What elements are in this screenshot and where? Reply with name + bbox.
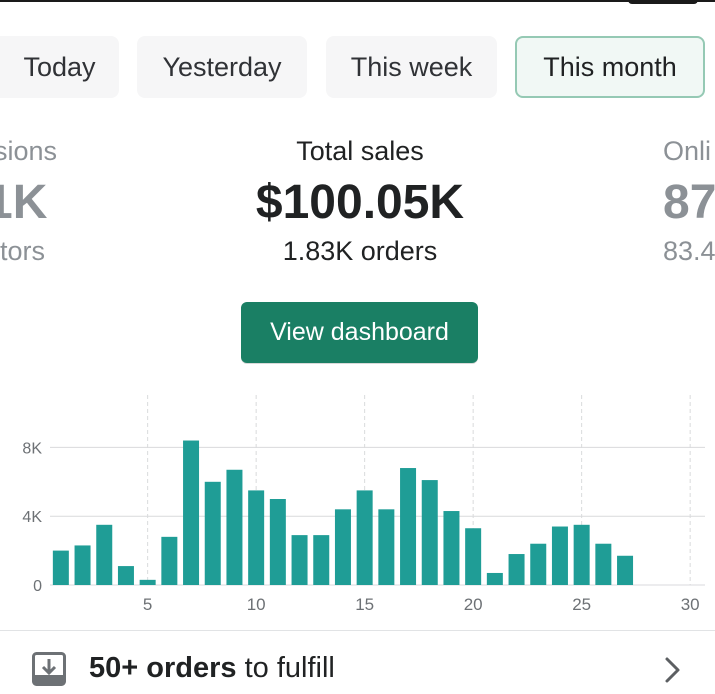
- chart-bar: [74, 545, 91, 585]
- x-tick-label: 30: [681, 595, 700, 614]
- tab-yesterday-label: Yesterday: [162, 51, 282, 82]
- online-label: Onli: [663, 136, 712, 166]
- sessions-value: 1K: [0, 176, 48, 229]
- chart-bar: [139, 579, 156, 585]
- total-sales-metric[interactable]: Total sales $100.05K 1.83K orders: [210, 136, 510, 267]
- x-tick-label: 15: [355, 595, 374, 614]
- sessions-metric[interactable]: sions 1K itors: [0, 136, 64, 267]
- fulfill-text: 50+ orders to fulfill: [89, 652, 335, 685]
- chart-bar: [313, 535, 330, 585]
- chart-bar: [96, 524, 113, 585]
- tab-this-week-label: This week: [350, 51, 473, 82]
- total-sales-label: Total sales: [296, 136, 424, 166]
- sales-bar-chart: 0 4K 8K 5 10 15 20 25 30: [22, 395, 705, 614]
- view-dashboard-label: View dashboard: [270, 318, 449, 346]
- chart-bar: [530, 543, 547, 585]
- chart-bar: [204, 481, 221, 585]
- chart-bar: [421, 480, 438, 585]
- chart-bar: [291, 535, 308, 585]
- tab-today[interactable]: Today: [0, 36, 119, 98]
- online-value: 87: [663, 176, 715, 229]
- chart-bar: [226, 469, 243, 585]
- total-orders-sub: 1.83K orders: [282, 236, 438, 266]
- chart-bar: [551, 526, 568, 585]
- section-divider: [0, 630, 715, 631]
- tab-this-week[interactable]: This week: [326, 36, 497, 98]
- chart-bar: [269, 499, 286, 585]
- sessions-label: sions: [0, 136, 58, 166]
- orders-to-fulfill-row[interactable]: 50+ orders to fulfill: [0, 632, 715, 694]
- x-tick-label: 10: [247, 595, 266, 614]
- sessions-sub: itors: [0, 236, 46, 266]
- chart-bar: [400, 468, 417, 585]
- y-tick-label: 0: [33, 578, 42, 595]
- chart-bar: [465, 528, 482, 585]
- chart-bar: [617, 555, 634, 585]
- tab-this-month-label: This month: [543, 51, 677, 82]
- view-dashboard-button[interactable]: View dashboard: [241, 302, 478, 363]
- device-notch: [628, 0, 698, 4]
- chart-bar: [334, 509, 351, 585]
- tab-today-label: Today: [23, 51, 96, 82]
- total-sales-value: $100.05K: [255, 176, 465, 229]
- chart-bar: [52, 550, 69, 585]
- status-bar-edge: [0, 0, 715, 2]
- x-tick-label: 25: [572, 595, 591, 614]
- y-tick-label: 4K: [22, 509, 42, 526]
- chart-bar: [595, 543, 612, 585]
- download-tray-icon: [32, 652, 66, 686]
- chart-bar: [508, 554, 525, 585]
- tab-this-month[interactable]: This month: [515, 36, 705, 98]
- y-tick-label: 8K: [22, 440, 42, 457]
- online-sub: 83.4: [663, 236, 715, 266]
- chart-bar: [573, 524, 590, 585]
- chart-bar: [443, 511, 460, 585]
- chart-bar: [356, 490, 373, 585]
- fulfill-count: 50+ orders: [89, 652, 237, 684]
- x-tick-label: 20: [464, 595, 483, 614]
- chart-bar: [183, 440, 200, 585]
- chart-bar: [117, 566, 134, 585]
- online-metric[interactable]: Onli 87 83.4: [663, 136, 715, 267]
- chevron-right-icon[interactable]: [664, 656, 682, 684]
- chart-bar: [486, 572, 503, 585]
- x-tick-label: 5: [143, 595, 152, 614]
- chart-bar: [378, 509, 395, 585]
- chart-bar: [161, 536, 178, 585]
- tab-yesterday[interactable]: Yesterday: [137, 36, 307, 98]
- fulfill-suffix: to fulfill: [236, 652, 335, 684]
- chart-bar: [248, 490, 265, 585]
